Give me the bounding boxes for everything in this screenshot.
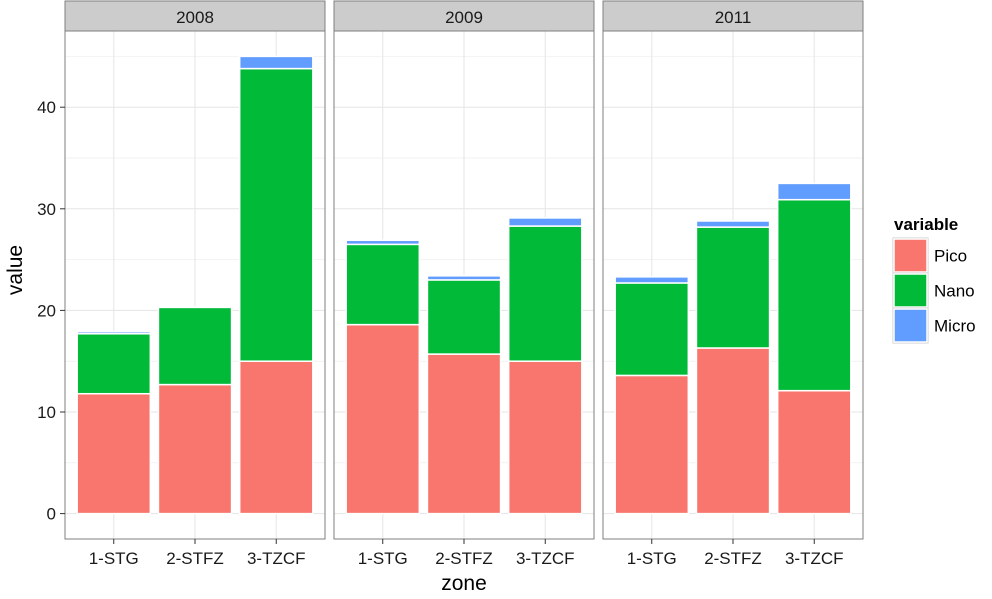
bar-2011-1-stg-micro (614, 276, 690, 284)
legend-title: variable (894, 215, 958, 234)
facet-strip (602, 0, 864, 32)
y-tick-label: 20 (37, 301, 56, 320)
legend-label-nano: Nano (934, 282, 975, 301)
bar-2008-3-tzcf-pico (238, 360, 314, 515)
bar-2011-2-stfz-micro (695, 220, 771, 228)
bar-2008-2-stfz-pico (157, 383, 233, 515)
legend-label-pico: Pico (934, 247, 967, 266)
facet-strip (64, 0, 326, 32)
legend-swatch-pico (893, 238, 928, 273)
x-tick-label: 2-STFZ (435, 549, 493, 568)
bar-2009-3-tzcf-pico (507, 360, 583, 515)
x-axis: 1-STG 2-STFZ 3-TZCF 1-STG 2-STFZ 3-TZCF 1-STG 2… (89, 539, 844, 568)
x-tick-label: 2-STFZ (704, 549, 762, 568)
bar-2008-2-stfz-micro (157, 306, 233, 309)
facet-panel-2008: 2008 (64, 0, 326, 540)
facet-panel-2011: 2011 (602, 0, 864, 540)
legend-swatch-nano (893, 273, 928, 308)
bar-2008-3-tzcf-nano (238, 67, 314, 362)
legend: variable Pico Nano Micro (892, 215, 976, 344)
x-tick-label: 1-STG (89, 549, 139, 568)
legend-swatch-micro (893, 308, 928, 343)
y-axis-title: value (4, 245, 27, 295)
x-tick-label: 3-TZCF (516, 549, 575, 568)
facet-strip (333, 0, 595, 32)
bar-2011-1-stg-nano (614, 282, 690, 377)
bar-2009-3-tzcf-nano (507, 225, 583, 362)
legend-label-micro: Micro (934, 317, 976, 336)
facet-strip-label: 2011 (715, 8, 752, 27)
bar-2009-2-stfz-pico (426, 353, 502, 515)
x-tick-label: 1-STG (627, 549, 677, 568)
x-tick-label: 3-TZCF (247, 549, 306, 568)
facet-panels: 2008 2009 2011 (64, 0, 864, 540)
facet-panel-2009: 2009 (333, 0, 595, 540)
bar-2008-1-stg-micro (76, 330, 152, 335)
y-tick-label: 0 (47, 505, 56, 524)
bar-2009-1-stg-nano (345, 243, 421, 326)
y-axis: 0 10 20 30 40 (37, 98, 65, 524)
y-tick-label: 10 (37, 403, 56, 422)
bar-2009-1-stg-micro (345, 239, 421, 246)
x-axis-title: zone (441, 572, 487, 595)
y-tick-label: 30 (37, 200, 56, 219)
bar-2011-3-tzcf-nano (776, 198, 852, 392)
bar-2008-1-stg-nano (76, 333, 152, 395)
bar-2009-3-tzcf-micro (507, 217, 583, 227)
y-tick-label: 40 (37, 98, 56, 117)
facet-strip-label: 2008 (176, 8, 214, 27)
bar-2008-2-stfz-nano (157, 306, 233, 386)
facet-strip-label: 2009 (445, 8, 483, 27)
bar-2011-2-stfz-pico (695, 347, 771, 515)
bar-2009-1-stg-pico (345, 323, 421, 515)
x-tick-label: 2-STFZ (166, 549, 224, 568)
bar-2011-3-tzcf-micro (776, 182, 852, 201)
x-tick-label: 1-STG (358, 549, 408, 568)
bar-2011-1-stg-pico (614, 374, 690, 515)
x-tick-label: 3-TZCF (785, 549, 844, 568)
bar-2009-2-stfz-micro (426, 275, 502, 281)
bar-2008-1-stg-pico (76, 392, 152, 515)
bar-2008-3-tzcf-micro (238, 55, 314, 70)
bar-2009-2-stfz-nano (426, 279, 502, 355)
bar-2011-3-tzcf-pico (776, 389, 852, 515)
bar-2011-2-stfz-nano (695, 226, 771, 349)
